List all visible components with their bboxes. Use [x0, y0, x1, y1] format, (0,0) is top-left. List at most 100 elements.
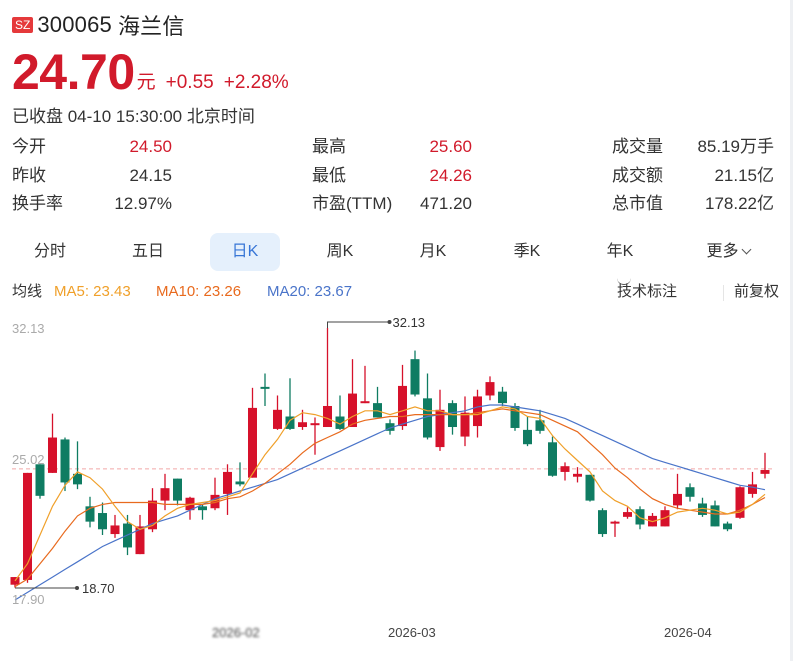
tab-quarterly-k[interactable]: 季K [492, 233, 562, 271]
candle-down [173, 478, 182, 501]
stat-turnover-rate: 换手率 12.97% [12, 192, 172, 216]
max-annotation-dot [387, 320, 392, 324]
candle-down [85, 506, 95, 522]
candle-up [298, 422, 307, 428]
price-change: +0.55 [165, 72, 214, 93]
tech-annotation-label: 技术标注 [617, 283, 678, 300]
tab-weekly-k[interactable]: 周K [305, 233, 375, 271]
candle-down [335, 416, 345, 429]
tab-label: 五日 [131, 243, 164, 260]
candle-down [698, 503, 707, 515]
candle-up [560, 466, 570, 472]
candle-up [310, 423, 320, 426]
candle-down [73, 473, 82, 485]
stat-turnover: 成交额 21.15亿 [612, 164, 774, 188]
max-annotation-line [327, 321, 390, 328]
tab-monthly-k[interactable]: 月K [398, 233, 468, 271]
tab-label: 分时 [33, 243, 66, 260]
stat-label: 换手率 [12, 194, 63, 213]
candle-up [273, 409, 282, 429]
candle-down [423, 398, 432, 438]
stat-pe-ttm: 市盈(TTM) 471.20 [312, 192, 472, 216]
stat-high: 最高 25.60 [312, 135, 472, 159]
stat-market-cap: 总市值 178.22亿 [612, 192, 774, 216]
period-tabs: 分时 五日 日K 周K 月K 季K 年K 更多 [0, 233, 793, 273]
stat-label: 市盈(TTM) [312, 194, 393, 213]
candle-down [585, 474, 595, 501]
candle-up [760, 470, 770, 474]
candle-up [248, 407, 257, 478]
adjust-mode-button[interactable]: 前复权 [734, 283, 780, 300]
tab-more[interactable]: 更多 [688, 233, 768, 271]
ma5-line [14, 406, 766, 582]
candle-down [98, 513, 107, 530]
candle-up [348, 393, 357, 428]
stat-value: 25.60 [429, 137, 472, 156]
ma-label: 均线 [12, 283, 43, 300]
candle-up [223, 471, 232, 494]
candle-down [598, 510, 607, 535]
candle-down [685, 487, 695, 497]
candle-down [410, 359, 420, 395]
candle-down [498, 391, 507, 404]
candle-down [548, 442, 557, 476]
candle-down [723, 523, 732, 530]
candle-up [48, 437, 57, 473]
market-badge: SZ [12, 17, 34, 33]
stat-volume: 成交量 85.19万手 [612, 135, 774, 159]
ma10-legend: MA10: 23.26 [156, 283, 242, 300]
ma20-legend: MA20: 23.67 [267, 283, 353, 300]
candle-up [660, 510, 670, 527]
candle-up [23, 472, 32, 580]
current-price: 24.70 [12, 44, 135, 100]
candle-up [210, 494, 220, 509]
candle-down [385, 423, 395, 431]
market-status: 已收盘 04-10 15:30:00 北京时间 [12, 107, 255, 126]
candle-up [398, 385, 407, 427]
candle-down [35, 464, 45, 496]
stat-prev-close: 昨收 24.15 [12, 164, 172, 188]
candle-down [510, 405, 520, 428]
stat-label: 昨收 [12, 166, 46, 185]
candle-down [635, 509, 645, 525]
candle-down [448, 403, 457, 428]
stat-value: 178.22亿 [705, 194, 774, 213]
tab-yearly-k[interactable]: 年K [585, 233, 655, 271]
tab-five-day[interactable]: 五日 [113, 233, 183, 271]
candle-up [360, 401, 370, 404]
stock-code: 300065 [37, 12, 112, 37]
chevron-down-icon [741, 244, 751, 255]
title-row: SZ 300065 海兰信 [12, 10, 289, 40]
tab-label: 年K [606, 243, 634, 260]
candle-up [460, 412, 470, 437]
price-change-pct: +2.28% [223, 72, 289, 93]
price-row: 24.70 元 +0.55 +2.28% [12, 42, 289, 98]
stat-value: 12.97% [114, 194, 172, 213]
candle-up [185, 497, 195, 511]
stat-label: 最高 [312, 137, 346, 156]
stat-label: 今开 [12, 137, 46, 156]
candle-up [648, 515, 657, 527]
candle-up [573, 473, 582, 477]
tab-intraday[interactable]: 分时 [15, 233, 85, 271]
candle-down [523, 429, 532, 445]
candle-down [235, 481, 245, 485]
candle-up [473, 396, 482, 427]
tab-label: 日K [231, 243, 259, 260]
right-border [790, 0, 793, 661]
candle-up [735, 487, 745, 518]
tab-label: 季K [513, 243, 541, 260]
candle-up [748, 484, 757, 494]
candle-down [710, 505, 720, 527]
stat-open: 今开 24.50 [12, 135, 172, 159]
ma20-line [14, 404, 766, 601]
stat-value: 471.20 [420, 194, 472, 213]
stat-label: 成交额 [612, 166, 663, 185]
divider [723, 285, 724, 301]
candle-down [123, 523, 132, 548]
candle-down [373, 403, 382, 418]
x-label: 2026-02 [212, 625, 260, 640]
stat-label: 总市值 [612, 194, 663, 213]
eye-closed-icon [617, 277, 631, 285]
tab-daily-k[interactable]: 日K [210, 233, 280, 271]
